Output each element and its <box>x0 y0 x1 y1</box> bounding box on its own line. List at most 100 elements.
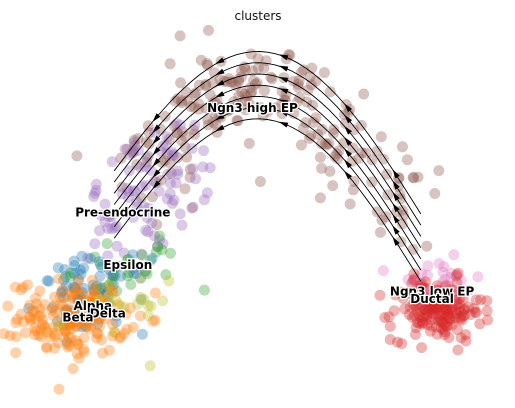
scatter-point <box>482 314 494 326</box>
scatter-point <box>30 292 42 304</box>
scatter-point <box>10 317 22 329</box>
scatter-point <box>441 287 453 299</box>
stream-arrowhead <box>152 158 161 167</box>
scatter-point <box>120 308 132 320</box>
scatter-point <box>75 268 87 280</box>
scatter-point <box>441 296 452 308</box>
scatter-point <box>439 294 451 305</box>
scatter-point <box>18 316 30 328</box>
scatter-point <box>98 292 110 304</box>
scatter-point <box>428 303 440 315</box>
scatter-point <box>433 165 445 177</box>
scatter-point <box>99 313 111 325</box>
scatter-point <box>184 163 196 175</box>
scatter-point <box>89 251 101 263</box>
stream-arrowhead <box>278 54 289 61</box>
scatter-point <box>94 282 106 294</box>
scatter-point <box>207 102 219 114</box>
scatter-point <box>377 153 389 165</box>
scatter-point <box>159 111 171 122</box>
scatter-point <box>439 274 451 285</box>
scatter-point <box>69 260 80 271</box>
scatter-point <box>118 247 130 259</box>
cluster-label: Alpha <box>73 299 112 313</box>
scatter-point <box>72 338 84 350</box>
scatter-point <box>409 310 420 322</box>
scatter-point <box>4 330 16 342</box>
scatter-point <box>39 299 51 311</box>
scatter-point <box>128 134 140 146</box>
stream-line <box>113 84 422 248</box>
scatter-point <box>63 312 75 323</box>
scatter-point <box>440 280 452 292</box>
scatter-point <box>432 289 444 300</box>
scatter-point <box>442 305 454 317</box>
scatter-point <box>450 308 462 320</box>
scatter-point <box>111 310 122 322</box>
scatter-point <box>135 272 147 284</box>
scatter-point <box>366 176 378 188</box>
stream-line <box>113 95 422 260</box>
scatter-point <box>41 342 53 354</box>
scatter-point <box>142 300 154 312</box>
scatter-point <box>107 330 119 342</box>
scatter-point <box>59 305 71 317</box>
scatter-point <box>436 315 447 327</box>
scatter-point <box>453 302 465 314</box>
scatter-point <box>305 79 317 91</box>
scatter-point <box>463 301 475 313</box>
scatter-point <box>57 298 69 310</box>
scatter-point <box>149 314 161 326</box>
scatter-point <box>74 288 86 300</box>
scatter-point <box>88 191 100 202</box>
scatter-point <box>123 165 135 177</box>
scatter-point <box>200 80 211 92</box>
scatter-point <box>411 301 423 313</box>
scatter-point <box>314 192 326 204</box>
scatter-point <box>236 86 248 98</box>
scatter-point <box>41 275 53 287</box>
scatter-point <box>458 304 470 316</box>
scatter-point <box>432 296 444 308</box>
scatter-point <box>460 335 472 347</box>
scatter-point <box>150 246 162 258</box>
stream-arrowhead <box>278 121 289 128</box>
scatter-point <box>136 328 148 340</box>
scatter-point <box>122 270 134 282</box>
stream-arrowhead <box>344 114 353 124</box>
scatter-point <box>381 168 393 180</box>
scatter-point <box>450 270 462 282</box>
scatter-point <box>190 173 201 185</box>
cluster-label: Beta <box>62 311 93 325</box>
scatter-point <box>310 112 322 124</box>
scatter-point <box>437 297 449 309</box>
scatter-point <box>161 148 173 160</box>
scatter-point <box>96 282 108 294</box>
scatter-point <box>84 301 96 313</box>
scatter-point <box>252 62 264 74</box>
scatter-point <box>62 318 74 330</box>
scatter-point <box>65 322 77 334</box>
scatter-point <box>374 289 386 301</box>
scatter-point <box>62 290 74 302</box>
scatter-point <box>187 201 199 213</box>
scatter-point <box>179 183 191 195</box>
scatter-point <box>10 331 22 343</box>
scatter-point <box>302 84 314 96</box>
scatter-point <box>445 267 457 279</box>
scatter-point <box>241 90 253 102</box>
scatter-point <box>140 266 151 278</box>
scatter-point <box>417 311 429 323</box>
scatter-point <box>103 290 115 302</box>
stream-arrowhead <box>215 68 225 76</box>
scatter-point <box>401 154 413 166</box>
scatter-point <box>96 334 108 346</box>
scatter-point <box>157 238 169 250</box>
scatter-point <box>74 317 86 329</box>
scatter-point <box>65 267 77 279</box>
scatter-point <box>172 93 184 105</box>
scatter-point <box>87 279 99 291</box>
scatter-point <box>407 172 419 183</box>
scatter-point <box>465 309 476 320</box>
scatter-point <box>78 343 90 355</box>
